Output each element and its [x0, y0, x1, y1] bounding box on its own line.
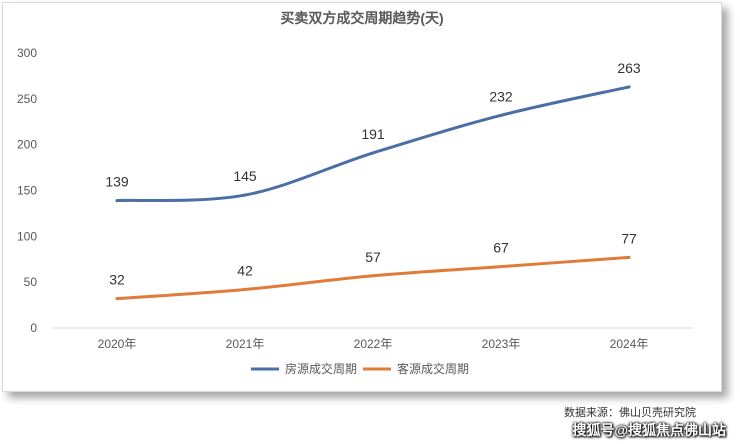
data-label: 139 [105, 174, 129, 190]
data-point [115, 297, 119, 301]
data-point [627, 255, 631, 259]
x-axis: 2020年 2021年 2022年 2023年 2024年 [53, 327, 693, 351]
x-tick-label: 2021年 [226, 337, 265, 351]
x-tick-label: 2023年 [482, 337, 521, 351]
y-tick-label: 50 [24, 275, 38, 289]
y-tick-label: 100 [17, 229, 37, 243]
data-labels: 139 145 191 232 263 32 42 57 67 77 [105, 60, 641, 288]
data-point [371, 274, 375, 278]
source-note: 数据来源：佛山贝壳研究院 [564, 407, 696, 419]
data-label: 42 [237, 263, 253, 279]
y-tick-label: 200 [17, 138, 37, 152]
y-tick-label: 250 [17, 92, 37, 106]
data-point [115, 199, 119, 203]
data-point [499, 265, 503, 269]
series-line-1 [115, 85, 631, 203]
data-point [371, 151, 375, 155]
y-tick-label: 0 [30, 321, 37, 335]
data-label: 57 [365, 249, 381, 265]
data-label: 77 [621, 230, 637, 246]
data-point [243, 288, 247, 291]
data-label: 263 [617, 60, 641, 76]
legend-label-1: 房源成交周期 [285, 361, 357, 376]
watermark: 搜狐号@搜狐焦点佛山站 [572, 422, 726, 438]
data-point [627, 85, 631, 89]
data-label: 67 [493, 240, 509, 256]
data-label: 32 [109, 272, 125, 288]
y-axis: 0 50 100 150 200 250 300 [17, 46, 37, 335]
x-tick-label: 2020年 [98, 337, 137, 351]
x-tick-label: 2022年 [354, 337, 393, 351]
data-point [243, 193, 247, 197]
series-layer [115, 85, 631, 301]
legend-label-2: 客源成交周期 [397, 361, 469, 376]
data-label: 232 [489, 88, 513, 104]
data-label: 191 [361, 126, 385, 142]
data-point [499, 113, 503, 117]
y-tick-label: 150 [17, 184, 37, 198]
data-label: 145 [233, 168, 257, 184]
legend: 房源成交周期 客源成交周期 [251, 361, 469, 376]
chart-title: 买卖双方成交周期趋势(天) [280, 10, 443, 26]
y-tick-label: 300 [17, 46, 37, 60]
chart-card: 买卖双方成交周期趋势(天) 0 50 100 150 200 250 300 2020年 20… [2, 2, 722, 392]
x-tick-label: 2024年 [610, 337, 649, 351]
